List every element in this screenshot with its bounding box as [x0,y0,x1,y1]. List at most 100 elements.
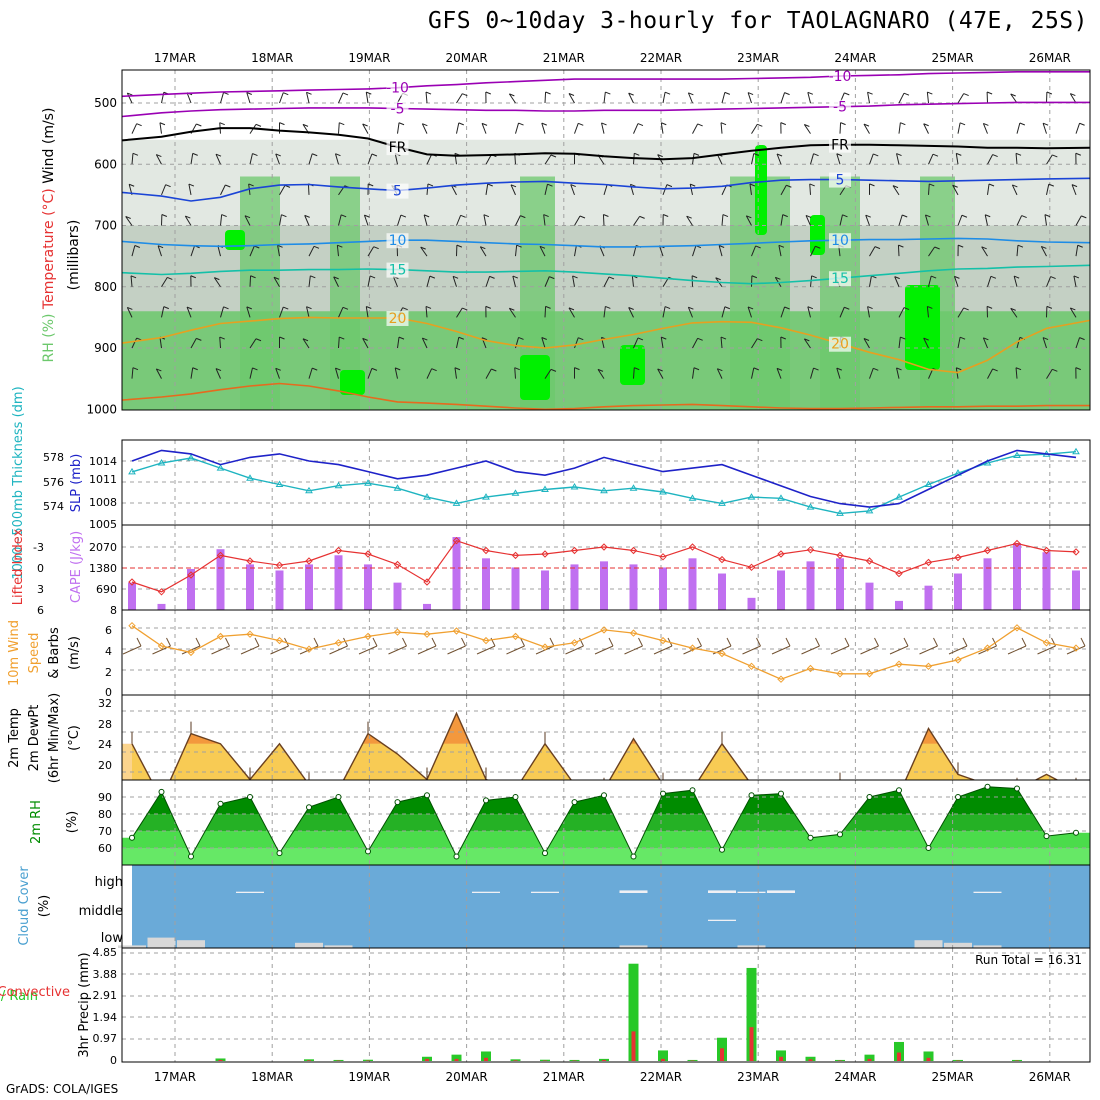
rh2m-marker [601,792,607,799]
lifted-index-marker [688,543,697,551]
wind10m-barb [476,645,496,655]
cloud-high-bar [236,891,264,893]
wind-barb-flag [543,214,549,218]
wind-barb [751,124,758,134]
wind-barb-flag [254,245,260,249]
wind-barb-flag [312,367,318,371]
wind-barb-flag [637,123,644,127]
wind-barb [662,306,666,318]
wind-barb [867,92,870,104]
wind-barb-flag [335,367,341,371]
wind-barb-flag [1081,215,1087,219]
lifted-index-marker [747,563,756,572]
wind-barb-flag [873,153,879,157]
wind-barb [514,367,516,379]
isotherm--10 [121,71,1090,98]
wind-barb-flag [364,214,370,218]
isotherm-label: 10 [831,233,849,249]
wind-barb [508,93,516,104]
precip-ytick: 2.91 [93,989,118,1002]
isotherm-label: FR [831,138,849,154]
wind-barb-flag [313,245,320,249]
wind-barb-flag [753,153,759,156]
wind-barb [1016,245,1019,257]
footer-credit: GrADS: COLA/IGES [6,1082,119,1096]
wind-barb [421,337,428,349]
wind-barb [692,245,697,257]
wind-barb-flag [255,123,262,127]
wind-barb-flag [902,214,908,218]
wind-barb-flag [992,154,998,158]
date-label-top: 26MAR [1029,51,1071,65]
wind-barb-flag [666,184,673,188]
wind-barb-flag [724,91,731,95]
lifted-index-ytick: -3 [33,541,44,554]
cloud-high-bar [767,890,795,893]
wind-barb [1075,123,1081,134]
wind-barb-flag [481,122,488,126]
wind-barb [190,245,196,257]
wind10m-barb [1007,645,1027,655]
wind-barb [1069,307,1077,318]
wind-barb [336,245,339,257]
wind-barb-flag [988,183,995,187]
precip-total-bar [628,963,639,1061]
wind-barb [302,338,310,349]
isotherm-label-bg [829,336,851,352]
date-label-top: 25MAR [932,51,974,65]
cape-ytick: 8 [110,604,117,617]
wind-barb [161,306,165,318]
wind-barb-flag [628,92,634,96]
wind-barb-flag [661,336,667,340]
wind-barb-flag [896,367,902,371]
wind-barb-flag [312,153,318,157]
precip-ytick: 0 [110,1054,117,1067]
rh2m-marker [719,846,725,853]
cloud-low-bar [177,940,205,948]
wind-barb-flag [371,153,378,157]
wind-barb [275,368,280,379]
wind-barb [397,337,400,349]
wind-barb-flag [1070,307,1076,311]
wind10m-barb-flag [992,637,997,647]
cloud-low-bar [295,942,323,948]
wind-barb-flag [720,122,727,126]
cape-bar [1072,570,1080,610]
lifted-index-marker [246,557,254,565]
wind-barb-flag [923,123,929,127]
rh2m-marker [512,794,519,800]
wind10m-barb [801,645,820,655]
wind-barb-flag [929,183,935,187]
wind-barb [397,214,402,226]
wind-barb [338,307,344,318]
wind-barb-flag [545,91,551,95]
wind-barb-flag [516,244,522,248]
wind-barb-flag [992,368,998,372]
wind10m-speed-marker [747,662,756,671]
wind-barb-flag [836,367,842,371]
precip-convective-bar [307,1060,311,1061]
wind-barb-flag [185,215,191,219]
wind-barb [776,368,782,379]
precip-ylabel: 3hr Precip (mm) [77,952,92,1057]
rh2m-marker [188,853,194,860]
wind10m-ytick: 6 [105,624,112,637]
isotherm-label-bg [386,140,409,156]
cape-bar [806,561,815,610]
rh2m-ytick: 90 [98,791,112,804]
precip-convective-bar [897,1052,901,1061]
wind-barb [923,337,929,349]
wind-barb-flag [720,336,727,340]
rh2m-marker [955,794,961,800]
thickness-marker [688,494,697,501]
wind-barb [362,338,369,349]
wind10m-speed-marker [570,639,579,647]
lifted-index-marker [482,546,490,555]
wind-barb-flag [188,183,195,187]
wind10m-speed-marker [688,644,697,652]
cloud-high-bar [973,891,1002,893]
wind-barb-flag [550,154,557,158]
wind10m-ylabel: & Barbs [47,627,62,679]
cloud-high-bar [708,890,736,893]
